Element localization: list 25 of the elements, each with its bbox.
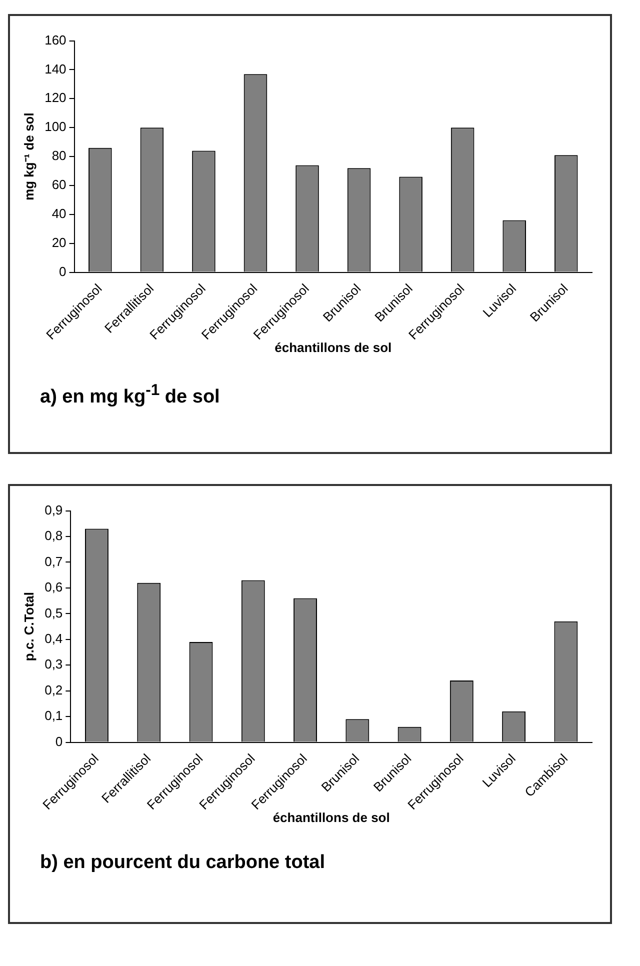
y-tick-label: 0,1 <box>44 708 63 724</box>
y-tick-label: 160 <box>44 32 66 48</box>
y-tick-label: 100 <box>44 119 66 134</box>
y-tick-label: 0 <box>55 734 63 749</box>
y-tick-label: 20 <box>52 234 66 250</box>
y-tick-label: 0,4 <box>44 630 63 646</box>
y-tick-label: 0,6 <box>44 580 63 595</box>
y-tick-label: 40 <box>52 206 66 221</box>
y-tick-label: 140 <box>44 61 66 76</box>
x-axis-title: échantillons de sol <box>274 340 392 355</box>
y-tick-label: 60 <box>52 177 66 192</box>
y-tick-label: 120 <box>44 90 66 106</box>
y-tick-label: 0,3 <box>44 656 63 672</box>
text: a) en mg kg$^{-1}$ de sol <box>40 382 221 408</box>
y-tick-label: 80 <box>52 148 66 164</box>
y-axis-title: mg kg⁻¹ de sol <box>21 112 36 200</box>
y-tick-label: 0 <box>59 264 66 279</box>
y-tick-label: 0,2 <box>44 682 63 698</box>
text: b) en pourcent du carbone total <box>40 852 326 874</box>
y-tick-label: 0,8 <box>44 528 63 544</box>
y-tick-label: 0,9 <box>44 502 63 518</box>
y-tick-label: 0,7 <box>44 554 63 569</box>
y-tick-label: 0,5 <box>44 605 63 620</box>
y-axis-title: p.c. C.Total <box>21 592 36 662</box>
x-axis-title: échantillons de sol <box>272 810 390 825</box>
